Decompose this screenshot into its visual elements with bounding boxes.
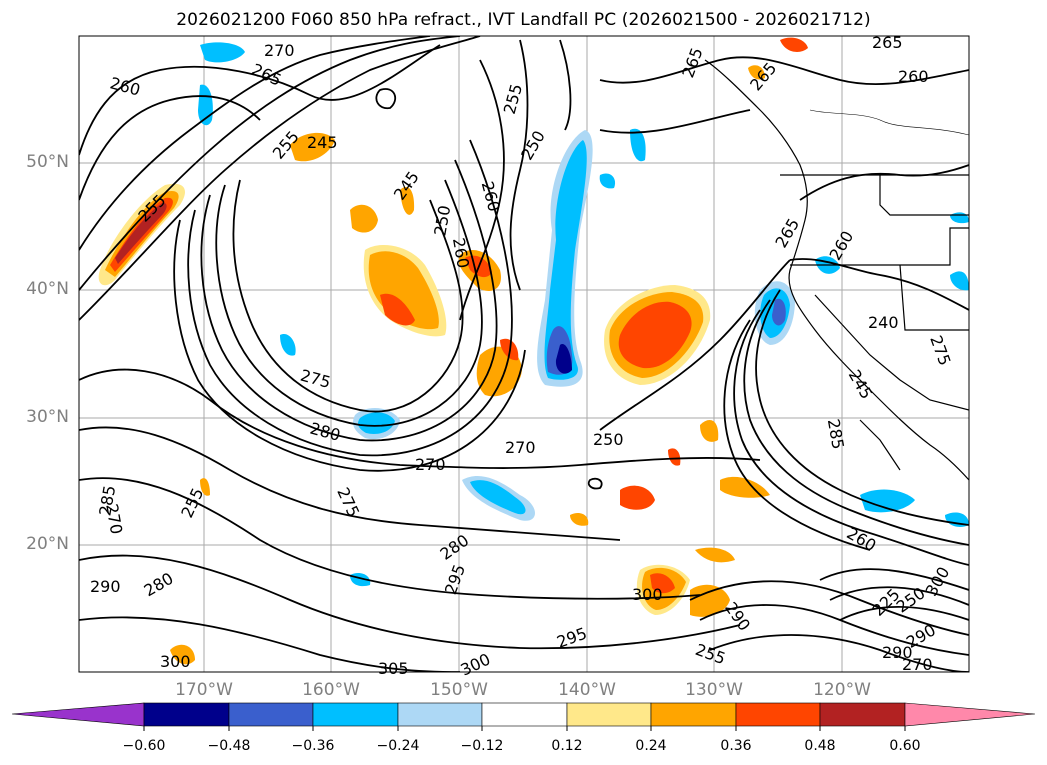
contour-label: 270 (505, 438, 536, 457)
colorbar-swatch (566, 702, 652, 727)
colorbar-swatch (397, 702, 483, 727)
lat-label: 20°N (26, 534, 69, 554)
contour-label: 260 (898, 67, 929, 86)
contour-label: 245 (307, 133, 338, 152)
state-borders (809, 109, 969, 136)
map-title: 2026021200 F060 850 hPa refract., IVT La… (176, 10, 871, 30)
positive-anomaly-shading (98, 37, 808, 665)
colorbar-extend-low (11, 702, 145, 727)
lon-label: 150°W (430, 680, 488, 700)
colorbar-tick-label: −0.60 (122, 738, 166, 754)
contour-label: 300 (632, 585, 663, 604)
colorbar-extend-high (904, 702, 1036, 727)
lon-label: 120°W (813, 680, 871, 700)
colorbar-tick-label: −0.48 (207, 738, 251, 754)
height-contours (79, 36, 969, 672)
contour-label: 270 (264, 41, 295, 60)
lon-label: 140°W (558, 680, 616, 700)
contour-label: 300 (160, 652, 191, 671)
coastline (704, 59, 969, 481)
map-frame (78, 35, 970, 673)
contour-label: 270 (415, 455, 446, 474)
contour-label: 265 (872, 33, 903, 52)
colorbar-tick-label: 0.24 (635, 738, 667, 754)
colorbar-tick-label: −0.36 (291, 738, 335, 754)
negative-anomaly-shading (198, 42, 969, 587)
colorbar-tick-label: 0.36 (720, 738, 752, 754)
contour-label: 290 (90, 577, 121, 596)
lat-label: 40°N (26, 279, 69, 299)
colorbar-swatch (735, 702, 821, 727)
colorbar-swatch (143, 702, 230, 727)
colorbar-swatch (481, 702, 568, 727)
colorbar-tick-label: 0.60 (889, 738, 921, 754)
colorbar-swatch (819, 702, 906, 727)
contour-label: 305 (378, 659, 409, 678)
lat-label: 50°N (26, 152, 69, 172)
contour-label: 250 (593, 430, 624, 449)
contour-label: 270 (902, 655, 933, 674)
lat-label: 30°N (26, 407, 69, 427)
colorbar-swatch (312, 702, 399, 727)
colorbar-tick-label: −0.24 (376, 738, 420, 754)
contour-label: 290 (882, 643, 913, 662)
contour-label: 240 (868, 313, 899, 332)
colorbar-swatch (228, 702, 314, 727)
colorbar-tick-label: 0.48 (804, 738, 836, 754)
lon-label: 170°W (175, 680, 233, 700)
colorbar-tick-label: 0.12 (551, 738, 583, 754)
colorbar (11, 702, 1036, 731)
colorbar-swatch (650, 702, 737, 727)
lon-label: 130°W (685, 680, 743, 700)
colorbar-tick-label: −0.12 (460, 738, 504, 754)
lon-label: 160°W (302, 680, 360, 700)
gridlines (79, 36, 969, 672)
